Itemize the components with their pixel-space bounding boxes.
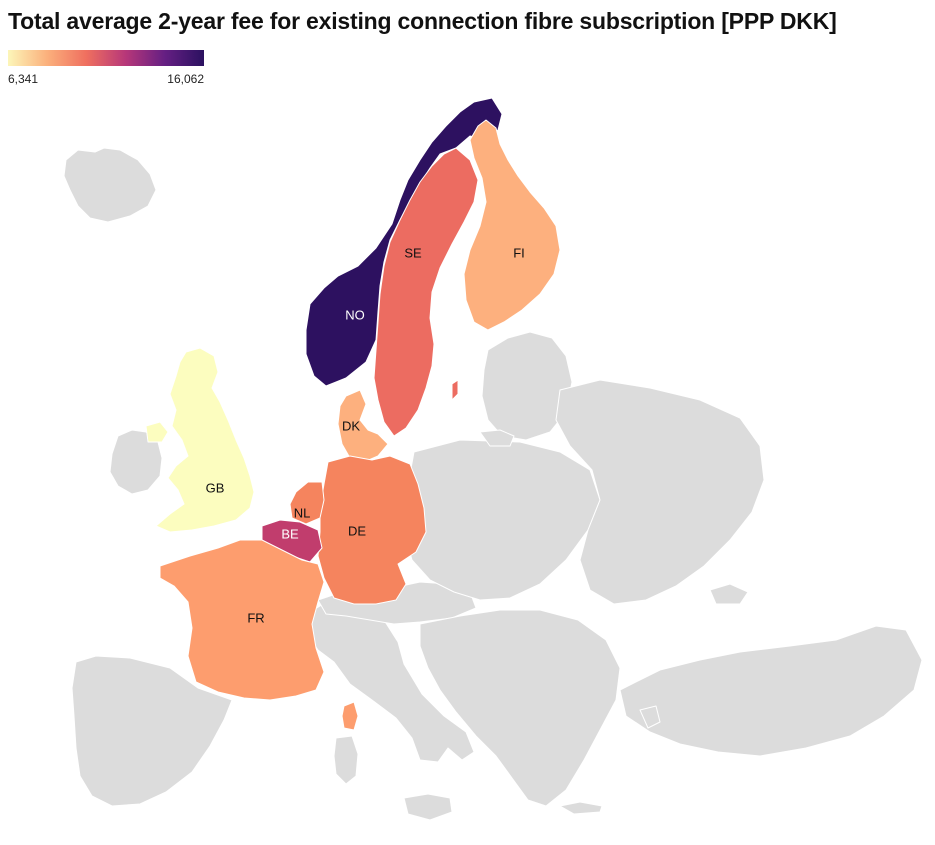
country-netherlands[interactable]	[289, 481, 325, 525]
label-nl: NL	[294, 505, 311, 520]
color-legend: 6,341 16,062	[8, 50, 204, 87]
iberia-shape	[71, 655, 233, 807]
country-labels: NO SE FI DK GB NL BE DE FR	[206, 245, 525, 625]
label-fi: FI	[513, 245, 525, 260]
highlighted-countries	[145, 97, 561, 731]
country-norway[interactable]	[305, 97, 503, 387]
country-france[interactable]	[159, 539, 325, 701]
turkey-shape	[619, 625, 923, 757]
label-de: DE	[348, 523, 366, 538]
crete-shape	[559, 801, 603, 815]
country-sweden-gotland[interactable]	[451, 379, 459, 401]
iceland-shape	[63, 147, 157, 223]
country-germany[interactable]	[317, 455, 427, 605]
country-france-corsica[interactable]	[341, 701, 359, 731]
background-countries	[63, 147, 923, 821]
legend-min-label: 6,341	[8, 72, 39, 86]
sardinia-shape	[333, 735, 359, 785]
italy-shape	[305, 599, 475, 763]
kaliningrad-shape	[479, 429, 515, 447]
eastern-europe-shape	[555, 379, 765, 605]
country-finland[interactable]	[463, 119, 561, 331]
central-europe-shape	[403, 439, 601, 601]
label-dk: DK	[342, 418, 360, 433]
label-fr: FR	[247, 610, 264, 625]
label-gb: GB	[206, 480, 225, 495]
legend-gradient-bar	[8, 50, 204, 66]
country-denmark[interactable]	[337, 389, 389, 463]
corsica-gap	[709, 583, 749, 605]
country-great-britain-ni[interactable]	[145, 421, 169, 443]
label-be: BE	[281, 526, 299, 541]
sicily-shape	[403, 793, 453, 821]
country-great-britain[interactable]	[155, 347, 255, 533]
label-no: NO	[345, 307, 365, 322]
ireland-shape	[109, 429, 163, 495]
country-sweden[interactable]	[373, 147, 479, 437]
label-se: SE	[404, 245, 422, 260]
legend-max-label: 16,062	[167, 72, 204, 86]
map-title: Total average 2-year fee for existing co…	[8, 8, 837, 34]
balkans-shape	[419, 609, 621, 807]
west-balkan-islands	[639, 705, 661, 729]
